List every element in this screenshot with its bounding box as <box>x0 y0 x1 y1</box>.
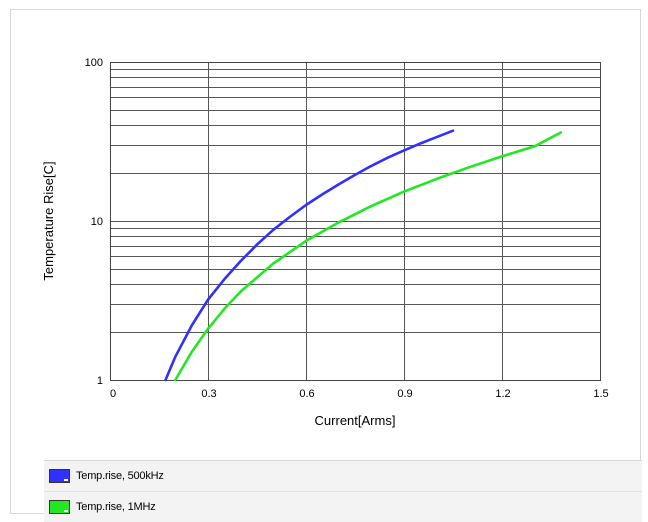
x-tick-label: 0 <box>110 388 116 400</box>
legend-item-500khz[interactable]: Temp.rise, 500kHz <box>44 461 642 492</box>
legend-swatch-1mhz <box>49 500 70 514</box>
chart-frame: 0 0.3 0.6 0.9 1.2 1.5 1 10 100 Current[Arms] Tem… <box>10 9 642 522</box>
x-tick-label: 0.9 <box>397 388 412 400</box>
legend-label-1mhz: Temp.rise, 1MHz <box>76 501 156 513</box>
legend-label-500khz: Temp.rise, 500kHz <box>76 470 164 482</box>
x-tick-label: 0.3 <box>201 388 216 400</box>
grid-layer <box>110 62 600 380</box>
y-tick-label: 10 <box>91 216 103 228</box>
temperature-rise-chart: 0 0.3 0.6 0.9 1.2 1.5 1 10 100 Current[Arms] Tem… <box>41 57 609 428</box>
tick-label-layer: 0 0.3 0.6 0.9 1.2 1.5 1 10 100 <box>85 57 609 400</box>
y-tick-label: 1 <box>97 375 103 387</box>
series-layer <box>164 129 563 382</box>
x-tick-label: 0.6 <box>299 388 314 400</box>
y-axis-title: Temperature Rise[C] <box>41 161 56 280</box>
x-axis-title: Current[Arms] <box>315 413 396 428</box>
series-line-0 <box>164 129 455 382</box>
legend-item-1mhz[interactable]: Temp.rise, 1MHz <box>44 492 642 522</box>
plot-border <box>110 62 601 381</box>
legend: Temp.rise, 500kHz Temp.rise, 1MHz <box>44 460 642 522</box>
series-line-1 <box>174 131 563 382</box>
legend-swatch-500khz <box>49 469 70 483</box>
x-tick-label: 1.5 <box>593 388 608 400</box>
x-tick-label: 1.2 <box>495 388 510 400</box>
y-tick-label: 100 <box>85 57 103 69</box>
